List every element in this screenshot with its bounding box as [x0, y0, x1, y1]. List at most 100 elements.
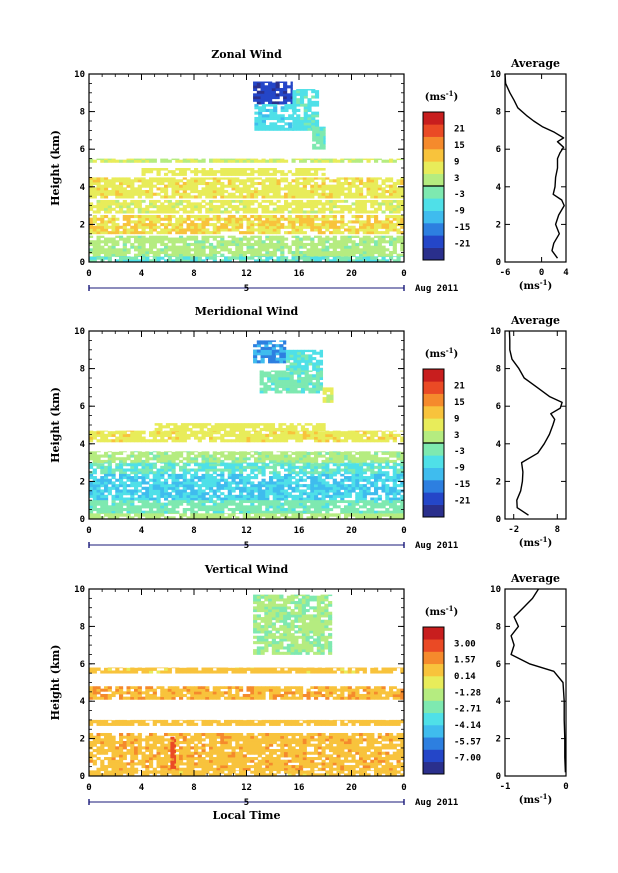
heatmap-cell	[96, 223, 101, 227]
heatmap-cell	[260, 82, 265, 86]
heatmap-cell	[115, 451, 120, 455]
heatmap-cell	[257, 471, 262, 475]
heatmap-cell	[190, 473, 195, 477]
heatmap-cell	[235, 187, 240, 191]
heatmap-cell	[179, 451, 184, 453]
heatmap-cell	[231, 451, 236, 455]
heatmap-cell	[89, 225, 94, 229]
heatmap-cell	[201, 459, 206, 463]
heatmap-cell	[197, 250, 202, 255]
heatmap-cell	[167, 462, 172, 464]
heatmap-cell	[396, 256, 401, 260]
heatmap-cell	[104, 459, 109, 463]
heatmap-cell	[89, 473, 94, 477]
heatmap-cell	[265, 225, 270, 229]
heatmap-cell	[224, 245, 229, 249]
heatmap-cell	[362, 184, 367, 188]
heatmap-cell	[212, 237, 217, 241]
heatmap-cell	[310, 430, 315, 432]
heatmap-cell	[295, 202, 300, 206]
heatmap-cell	[280, 217, 285, 221]
heatmap-cell	[295, 459, 300, 463]
heatmap-cell	[392, 476, 397, 480]
heatmap-cell	[310, 215, 315, 219]
heatmap-cell	[308, 387, 313, 391]
heatmap-cell	[306, 494, 311, 498]
heatmap-cell	[100, 430, 105, 432]
heatmap-cell	[374, 225, 379, 229]
heatmap-cell	[250, 231, 255, 235]
heatmap-cell	[257, 215, 262, 219]
heatmap-cell	[231, 510, 236, 514]
heatmap-cell	[175, 248, 180, 252]
heatmap-cell	[209, 199, 214, 203]
heatmap-cell	[92, 228, 97, 232]
heatmap-cell	[164, 231, 169, 235]
heatmap-cell	[145, 468, 150, 472]
heatmap-cell	[270, 382, 276, 386]
heatmap-cell	[216, 451, 221, 455]
heatmap-cell	[190, 486, 195, 490]
heatmap-cell	[154, 423, 159, 426]
heatmap-cell	[126, 463, 131, 467]
heatmap-cell	[104, 225, 109, 229]
heatmap-cell	[344, 471, 349, 475]
heatmap-cell	[145, 473, 150, 477]
heatmap-cell	[400, 202, 405, 206]
heatmap-cell	[381, 486, 386, 490]
heatmap-cell	[209, 159, 214, 163]
heatmap-cell	[325, 471, 330, 475]
heatmap-cell	[164, 431, 169, 435]
heatmap-cell	[269, 476, 274, 480]
heatmap-cell	[306, 237, 311, 241]
colorbar-segment	[423, 161, 444, 174]
heatmap-cell	[107, 462, 112, 464]
heatmap-cell	[179, 500, 184, 504]
heatmap-cell	[224, 202, 229, 206]
heatmap-cell	[182, 481, 187, 485]
heatmap-cell	[355, 439, 360, 443]
heatmap-cell	[212, 463, 217, 467]
heatmap-cell	[381, 478, 386, 482]
heatmap-cell	[141, 454, 146, 458]
heatmap-cell	[160, 210, 165, 214]
heatmap-cell	[310, 210, 315, 214]
heatmap-cell	[134, 451, 139, 453]
heatmap-cell	[385, 228, 390, 232]
heatmap-cell	[171, 259, 176, 263]
heatmap-cell	[235, 237, 240, 241]
heatmap-cell	[111, 457, 116, 461]
heatmap-cell	[260, 357, 265, 361]
heatmap-cell	[134, 473, 139, 477]
heatmap-cell	[310, 468, 315, 472]
heatmap-cell	[308, 370, 313, 372]
heatmap-cell	[145, 476, 150, 480]
heatmap-cell	[115, 492, 120, 496]
heatmap-cell	[92, 468, 97, 472]
heatmap-cell	[158, 427, 163, 432]
heatmap-cell	[242, 256, 247, 260]
heatmap-cell	[152, 215, 157, 219]
heatmap-cell	[284, 205, 289, 209]
heatmap-cell	[302, 220, 307, 224]
heatmap-cell	[355, 492, 360, 496]
heatmap-cell	[317, 433, 322, 437]
heatmap-cell	[145, 181, 150, 186]
heatmap-cell	[306, 436, 311, 440]
heatmap-cell	[276, 223, 281, 227]
heatmap-cell	[310, 245, 315, 249]
heatmap-cell	[293, 365, 298, 369]
heatmap-cell	[171, 471, 176, 475]
heatmap-cell	[389, 190, 394, 194]
heatmap-cell	[374, 457, 379, 461]
heatmap-cell	[115, 256, 120, 258]
heatmap-cell	[233, 425, 238, 429]
heatmap-cell	[175, 159, 180, 163]
heatmap-cell	[175, 250, 180, 255]
heatmap-cell	[169, 423, 174, 426]
heatmap-cell	[186, 436, 191, 440]
heatmap-cell	[276, 116, 282, 121]
heatmap-cell	[289, 362, 294, 366]
heatmap-cell	[284, 430, 289, 432]
heatmap-cell	[171, 245, 176, 249]
